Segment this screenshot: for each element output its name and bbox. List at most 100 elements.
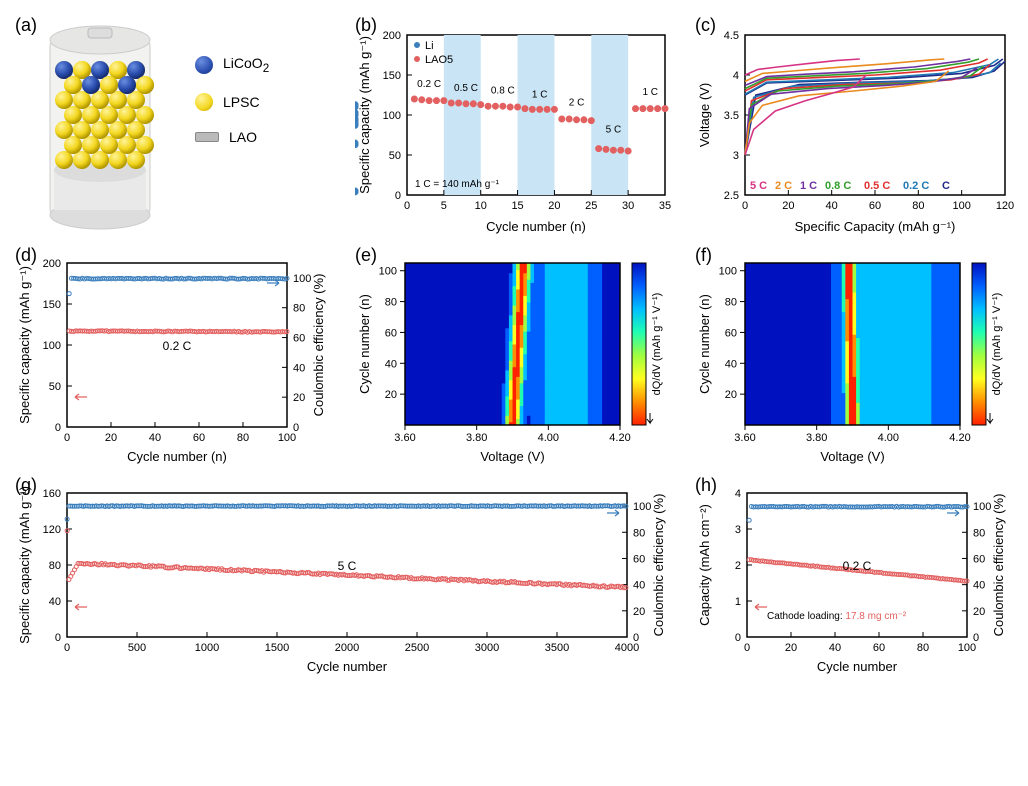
svg-text:Cycle number (n): Cycle number (n): [486, 219, 586, 234]
svg-text:3: 3: [733, 150, 739, 162]
svg-text:0.8 C: 0.8 C: [491, 85, 515, 96]
svg-text:0.2 C: 0.2 C: [417, 79, 441, 90]
svg-text:Voltage (V): Voltage (V): [697, 83, 712, 147]
svg-text:20: 20: [105, 432, 117, 444]
panel-e: (e) 3.603.804.004.2020406080100Voltage (…: [355, 245, 675, 465]
panel-a-label: (a): [15, 15, 37, 36]
svg-text:150: 150: [43, 299, 61, 311]
svg-text:4.5: 4.5: [724, 30, 739, 42]
svg-text:60: 60: [385, 327, 397, 339]
panel-e-label: (e): [355, 245, 377, 266]
svg-text:60: 60: [293, 333, 305, 345]
svg-text:0: 0: [404, 200, 410, 212]
svg-text:0.5 C: 0.5 C: [864, 180, 890, 192]
panel-a-svg: [15, 15, 325, 235]
svg-text:0.2 C: 0.2 C: [903, 180, 929, 192]
svg-text:120: 120: [996, 200, 1014, 212]
svg-text:200: 200: [43, 258, 61, 270]
panel-g-label: (g): [15, 475, 37, 496]
svg-text:30: 30: [622, 200, 634, 212]
panel-e-heatmap: 3.603.804.004.2020406080100Voltage (V)Cy…: [355, 245, 675, 465]
svg-text:50: 50: [389, 150, 401, 162]
disc-icon: [195, 132, 219, 142]
panel-f-label: (f): [695, 245, 712, 266]
svg-text:200: 200: [383, 30, 401, 42]
svg-text:0.5 C: 0.5 C: [454, 83, 478, 94]
panel-f-heatmap: 3.603.804.004.2020406080100Voltage (V)Cy…: [695, 245, 1015, 465]
svg-text:0.2 C: 0.2 C: [163, 339, 192, 353]
figure-grid: (a) LiCoO2 LPSC LAO (b) 0510152025303505…: [15, 15, 1013, 675]
svg-text:40: 40: [826, 200, 838, 212]
svg-text:1 C: 1 C: [800, 180, 817, 192]
svg-text:50: 50: [49, 381, 61, 393]
svg-text:3.5: 3.5: [724, 110, 739, 122]
svg-text:0: 0: [64, 432, 70, 444]
svg-text:15: 15: [511, 200, 523, 212]
svg-text:80: 80: [293, 303, 305, 315]
panel-h-label: (h): [695, 475, 717, 496]
svg-text:80: 80: [912, 200, 924, 212]
panel-a: (a) LiCoO2 LPSC LAO: [15, 15, 335, 235]
svg-text:150: 150: [383, 70, 401, 82]
svg-text:0.8 C: 0.8 C: [825, 180, 851, 192]
svg-text:1 C = 140 mAh g⁻¹: 1 C = 140 mAh g⁻¹: [415, 179, 500, 190]
svg-text:100: 100: [383, 110, 401, 122]
svg-text:0: 0: [742, 200, 748, 212]
panel-c: (c) 0204060801001202.533.544.5Specific C…: [695, 15, 1015, 235]
panel-g-chart: 0500100015002000250030003500400004080120…: [15, 475, 675, 675]
svg-text:Li: Li: [425, 40, 434, 52]
svg-text:5 C: 5 C: [750, 180, 767, 192]
svg-text:1 C: 1 C: [532, 89, 548, 100]
sphere-icon: [195, 93, 213, 111]
svg-text:0: 0: [55, 422, 61, 434]
svg-text:2.5: 2.5: [724, 190, 739, 202]
svg-text:60: 60: [193, 432, 205, 444]
svg-text:Specific capacity (mAh g⁻¹): Specific capacity (mAh g⁻¹): [357, 36, 372, 194]
svg-text:80: 80: [237, 432, 249, 444]
svg-text:100: 100: [379, 266, 397, 278]
panel-h: (h) 02040608010001234020406080100Cycle n…: [695, 475, 1015, 675]
panel-a-legend: LiCoO2 LPSC LAO: [195, 55, 269, 163]
svg-text:Coulombic efficiency (%): Coulombic efficiency (%): [311, 274, 326, 417]
svg-text:Specific Capacity (mAh g⁻¹): Specific Capacity (mAh g⁻¹): [795, 219, 956, 234]
legend-row-licoo2: LiCoO2: [195, 55, 269, 75]
svg-text:3.60: 3.60: [394, 432, 415, 444]
svg-text:40: 40: [293, 362, 305, 374]
svg-text:2 C: 2 C: [569, 97, 585, 108]
svg-text:Cycle number (n): Cycle number (n): [127, 449, 227, 464]
svg-text:80: 80: [385, 297, 397, 309]
svg-text:C: C: [942, 180, 950, 192]
svg-text:100: 100: [952, 200, 970, 212]
svg-text:Voltage (V): Voltage (V): [480, 449, 544, 464]
svg-text:40: 40: [385, 358, 397, 370]
legend-text: LiCoO2: [223, 55, 269, 75]
sphere-icon: [195, 56, 213, 74]
svg-text:100: 100: [43, 340, 61, 352]
svg-text:35: 35: [659, 200, 671, 212]
svg-text:60: 60: [869, 200, 881, 212]
svg-text:2 C: 2 C: [775, 180, 792, 192]
svg-text:4.20: 4.20: [609, 432, 630, 444]
svg-text:LAO5: LAO5: [425, 54, 453, 66]
panel-b: (b) 05101520253035050100150200Cycle numb…: [355, 15, 675, 235]
svg-text:0: 0: [293, 422, 299, 434]
panel-c-chart: 0204060801001202.533.544.5Specific Capac…: [695, 15, 1015, 235]
svg-text:40: 40: [149, 432, 161, 444]
panel-f: (f) 3.603.804.004.2020406080100Voltage (…: [695, 245, 1015, 465]
svg-text:5: 5: [441, 200, 447, 212]
svg-text:1 C: 1 C: [642, 87, 658, 98]
panel-d-label: (d): [15, 245, 37, 266]
svg-text:20: 20: [385, 389, 397, 401]
svg-text:Specific capacity (mAh g⁻¹): Specific capacity (mAh g⁻¹): [17, 266, 32, 424]
legend-row-lpsc: LPSC: [195, 93, 269, 111]
panel-c-label: (c): [695, 15, 716, 36]
svg-text:25: 25: [585, 200, 597, 212]
svg-text:3.80: 3.80: [466, 432, 487, 444]
svg-text:100: 100: [293, 273, 311, 285]
legend-text: LAO: [229, 129, 257, 145]
svg-text:4: 4: [733, 70, 739, 82]
legend-row-lao: LAO: [195, 129, 269, 145]
svg-text:20: 20: [548, 200, 560, 212]
panel-g: (g) 050010001500200025003000350040000408…: [15, 475, 675, 675]
panel-d: (d) 020406080100050100150200020406080100…: [15, 245, 335, 465]
